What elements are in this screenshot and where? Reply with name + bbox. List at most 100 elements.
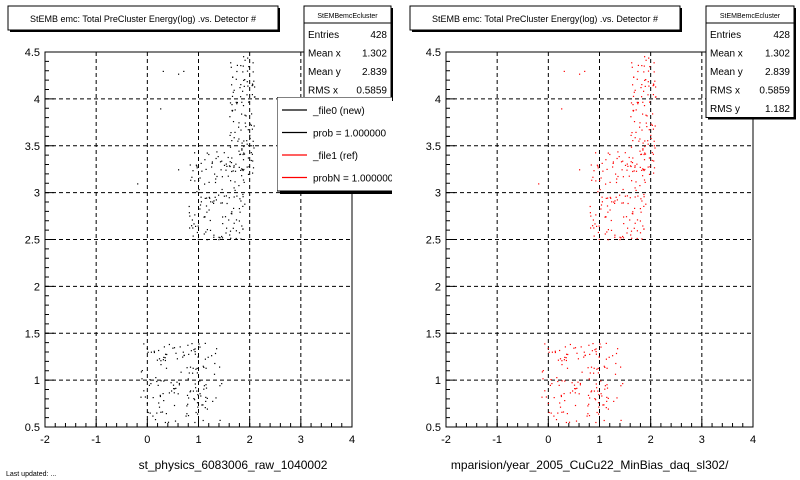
data-point xyxy=(643,179,646,181)
data-point xyxy=(566,353,568,355)
right-scatter-panel: -2 -1 0 1 2 3 4 0.5 1 1.5 2 2.5 3 3.5 4 4.5 mparision/ye… xyxy=(409,5,796,472)
data-point xyxy=(229,116,231,118)
data-point xyxy=(650,123,652,125)
data-point xyxy=(551,351,553,353)
data-point xyxy=(153,350,155,352)
data-point xyxy=(619,194,621,196)
data-point xyxy=(186,413,188,415)
data-point xyxy=(191,176,193,178)
data-point xyxy=(236,101,238,104)
data-point xyxy=(553,397,555,399)
data-point xyxy=(198,189,200,191)
data-point xyxy=(579,382,581,385)
data-point xyxy=(594,349,596,351)
data-point xyxy=(233,196,235,198)
data-point xyxy=(629,197,631,199)
data-point xyxy=(643,169,645,172)
data-point xyxy=(240,96,242,98)
data-point xyxy=(203,216,205,218)
data-point xyxy=(541,371,543,373)
data-point xyxy=(544,343,546,345)
data-point xyxy=(214,173,216,175)
data-point xyxy=(155,377,157,379)
data-point xyxy=(607,408,609,410)
data-point xyxy=(232,91,234,93)
data-point xyxy=(569,392,571,394)
data-point xyxy=(215,178,217,180)
data-point xyxy=(172,384,175,386)
data-point xyxy=(627,227,629,229)
y-tick-label: 3 xyxy=(34,188,40,200)
data-point xyxy=(156,412,158,414)
data-point xyxy=(588,415,591,417)
data-point xyxy=(563,393,565,395)
data-point xyxy=(621,202,623,204)
data-point xyxy=(250,152,252,154)
data-point xyxy=(244,122,246,124)
data-point xyxy=(207,356,209,358)
data-point xyxy=(163,346,165,348)
data-point xyxy=(652,128,654,130)
data-point xyxy=(252,172,254,174)
data-point xyxy=(634,166,636,168)
data-point xyxy=(219,419,221,421)
data-point xyxy=(188,212,190,214)
stats-label: Mean y xyxy=(710,67,743,78)
data-point xyxy=(234,109,236,111)
data-point xyxy=(204,407,206,409)
data-point xyxy=(599,179,601,182)
data-point xyxy=(180,371,182,373)
data-point xyxy=(632,104,634,106)
data-point xyxy=(553,415,555,417)
data-point xyxy=(243,168,245,171)
data-point xyxy=(609,153,611,156)
data-point xyxy=(209,229,212,231)
data-point xyxy=(208,153,210,156)
data-point xyxy=(187,378,189,380)
data-point xyxy=(241,113,243,115)
data-point xyxy=(597,367,599,369)
data-point xyxy=(579,169,581,171)
data-point xyxy=(612,162,614,164)
data-point xyxy=(208,196,210,198)
data-point xyxy=(584,354,586,356)
data-point xyxy=(563,359,565,361)
data-point xyxy=(239,87,241,89)
data-point xyxy=(212,400,214,402)
data-point xyxy=(178,384,180,386)
data-point xyxy=(648,85,650,87)
data-point xyxy=(203,366,205,368)
data-point xyxy=(561,364,563,366)
data-point xyxy=(223,195,225,197)
data-point xyxy=(199,393,201,395)
data-point xyxy=(233,222,235,224)
data-point xyxy=(619,239,621,241)
data-point xyxy=(251,113,253,115)
data-point xyxy=(643,228,645,230)
data-point xyxy=(196,367,198,369)
data-point xyxy=(636,230,638,232)
data-point xyxy=(188,353,190,355)
data-point xyxy=(248,166,250,168)
data-point xyxy=(192,390,194,392)
data-point xyxy=(618,156,620,158)
data-point xyxy=(564,400,566,402)
data-point xyxy=(631,62,633,64)
data-point xyxy=(641,96,643,98)
data-point xyxy=(586,415,588,417)
data-point xyxy=(254,96,256,98)
data-point xyxy=(615,352,618,355)
stats-label: Mean x xyxy=(710,49,743,60)
data-point xyxy=(624,195,626,197)
data-point xyxy=(150,383,152,385)
data-point xyxy=(607,239,609,241)
data-point xyxy=(572,390,574,392)
data-point xyxy=(604,216,606,218)
data-point xyxy=(194,214,196,216)
data-point xyxy=(158,406,161,408)
data-point xyxy=(246,143,248,145)
data-point xyxy=(188,372,190,374)
data-point xyxy=(591,390,593,392)
data-point xyxy=(158,402,160,404)
data-point xyxy=(140,371,142,373)
